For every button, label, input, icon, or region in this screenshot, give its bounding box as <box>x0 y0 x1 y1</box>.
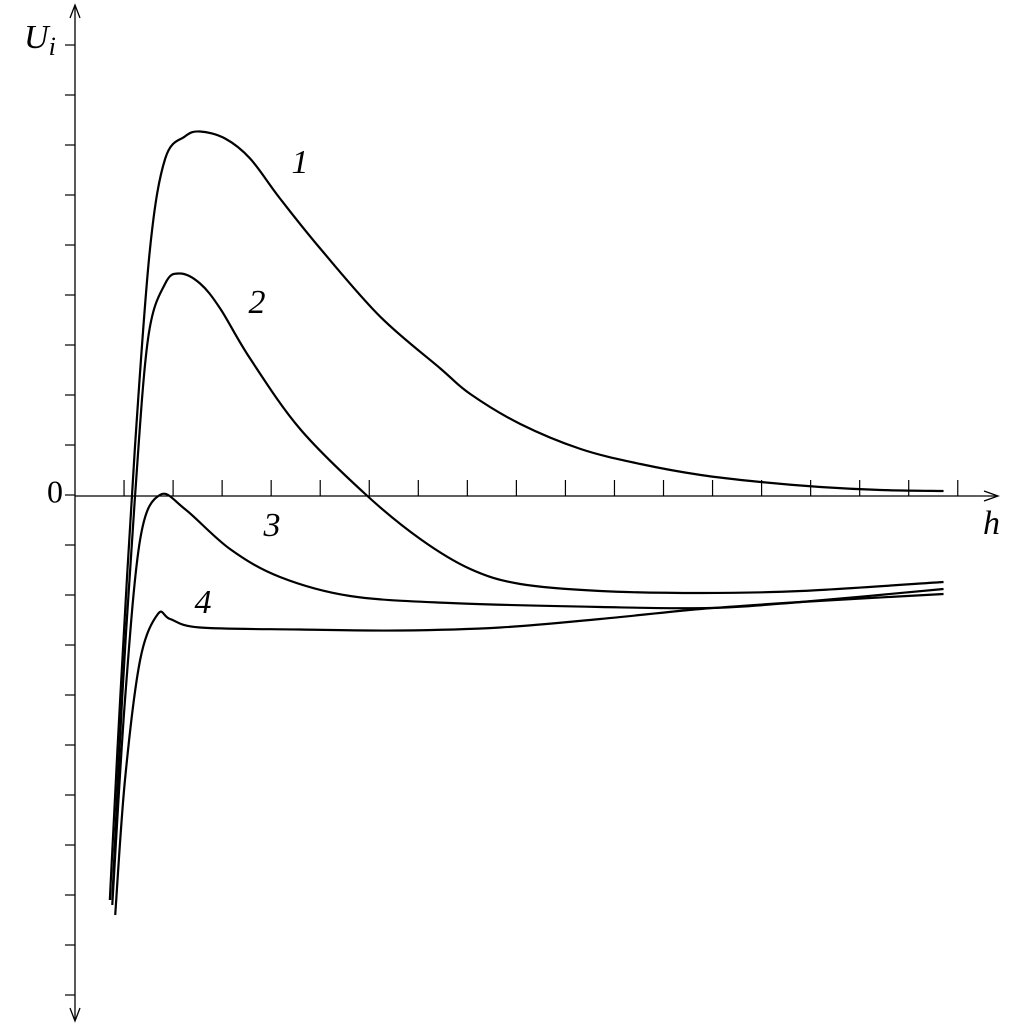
x-axis-label: h <box>983 505 1000 542</box>
x-axis-arrow <box>983 490 1000 502</box>
curve <box>111 272 944 901</box>
curve <box>111 492 944 906</box>
curve <box>108 130 944 901</box>
y-tick-label: 0 <box>47 473 63 509</box>
curve-label: 2 <box>249 284 266 321</box>
curve <box>114 592 944 916</box>
y-axis-label: Ui <box>24 19 56 61</box>
y-axis-arrows <box>69 3 81 1023</box>
curve-label: 3 <box>263 507 281 544</box>
y-axis-label-main: U <box>24 19 51 56</box>
y-axis-label-sub: i <box>49 32 56 61</box>
curve-label: 4 <box>195 584 212 621</box>
curve-label: 1 <box>292 144 309 181</box>
